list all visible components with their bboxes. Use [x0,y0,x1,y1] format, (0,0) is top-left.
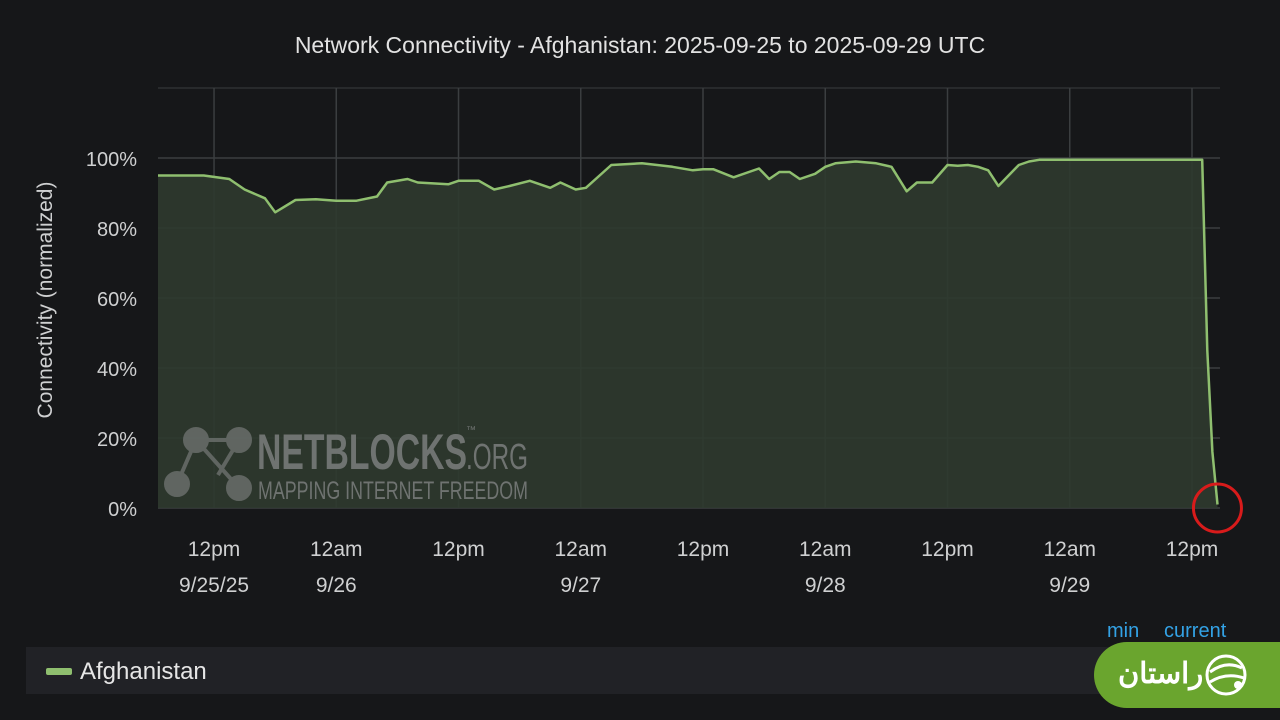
netblocks-logo-icon [164,427,252,501]
x-tick-date-label: 9/29 [1049,574,1090,597]
x-tick-label: 12pm [188,538,241,561]
x-tick-label: 12pm [1166,538,1219,561]
watermark-tagline: MAPPING INTERNET FREEDOM [258,477,528,505]
series-line [158,158,1219,505]
rastan-logo-icon [1205,654,1247,696]
legend-swatch [46,668,72,675]
y-tick-label: 60% [97,289,137,311]
x-tick-date-label: 9/25/25 [179,574,249,597]
rastan-badge: راستان [1094,642,1280,708]
chart-title: Network Connectivity - Afghanistan: 2025… [294,32,986,58]
legend-series-label[interactable]: Afghanistan [80,658,207,685]
x-tick-label: 12pm [677,538,730,561]
series-area-fill [158,159,1218,509]
x-tick-label: 12pm [921,538,974,561]
x-tick-label: 12am [799,538,852,561]
y-tick-label: 20% [97,429,137,451]
x-tick-label: 12am [1043,538,1096,561]
highlight-circle [1191,482,1243,534]
y-tick-label: 0% [108,499,137,521]
legend-header-min[interactable]: min [1107,620,1140,642]
chart-area-layer [158,158,1219,509]
y-tick-label: 80% [97,219,137,241]
x-tick-label: 12pm [432,538,485,561]
x-tick-date-label: 9/28 [805,574,846,597]
legend-bar: Afghanistan [26,647,1256,694]
y-tick-label: 40% [97,359,137,381]
x-tick-date-label: 9/27 [560,574,601,597]
x-tick-label: 12am [554,538,607,561]
watermark-tm: ™ [466,425,476,436]
watermark-suffix: .ORG [466,436,528,477]
watermark-brand: NETBLOCKS [257,424,467,480]
legend-header-current[interactable]: current [1164,620,1227,642]
chart-axes: 0% 20% 40% 60% 80% 100% 12pm 9/25/25 12am 9/26 12p… [86,149,1243,597]
badge-text: راستان [1118,658,1204,690]
y-axis-label: Connectivity (normalized) [34,182,57,419]
x-tick-label: 12am [310,538,363,561]
netblocks-watermark: NETBLOCKS .ORG ™ MAPPING INTERNET FREEDO… [164,424,528,505]
x-tick-date-label: 9/26 [316,574,357,597]
y-tick-label: 100% [86,149,137,171]
